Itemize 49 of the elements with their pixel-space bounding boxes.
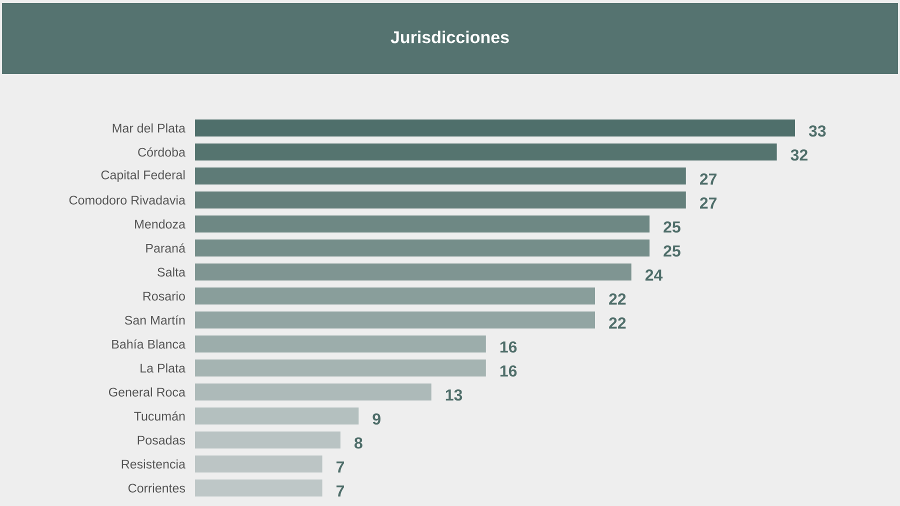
data-label: 25: [664, 221, 680, 233]
y-tick-label: Corrientes: [128, 483, 186, 493]
data-label: 22: [609, 317, 626, 329]
data-label: 32: [790, 149, 808, 161]
bar: [195, 216, 650, 232]
y-tick-label: Paraná: [146, 243, 186, 253]
y-tick-label: Mar del Plata: [112, 123, 186, 133]
y-tick-label: Mendoza: [135, 219, 186, 229]
y-tick-label: Resistencia: [122, 459, 186, 469]
bar: [195, 311, 595, 328]
data-label: 16: [500, 365, 517, 377]
bar: [195, 431, 340, 448]
data-label: 27: [700, 173, 717, 185]
y-tick-label: Bahía Blanca: [112, 339, 186, 349]
chart-title: Jurisdicciones: [390, 30, 509, 44]
y-tick-label: Salta: [158, 267, 186, 277]
y-tick-label: Comodoro Rivadavia: [69, 195, 186, 205]
bar: [195, 407, 359, 424]
y-tick-label: San Martín: [124, 315, 185, 325]
data-label: 7: [336, 485, 344, 496]
data-label: 25: [664, 245, 680, 257]
bar: [195, 479, 322, 496]
data-label: 16: [500, 341, 517, 353]
data-label: 22: [609, 293, 626, 305]
bar: [195, 359, 486, 376]
bar: [195, 119, 795, 136]
data-label: 9: [372, 413, 380, 425]
y-tick-label: General Roca: [108, 387, 186, 397]
bar: [195, 239, 650, 256]
bar: [195, 143, 777, 160]
y-tick-label: Rosario: [143, 291, 185, 301]
data-label: 27: [700, 197, 717, 209]
bar: [195, 191, 686, 208]
y-tick-label: Capital Federal: [101, 170, 185, 182]
data-label: 7: [336, 461, 344, 472]
y-tick-label: Posadas: [138, 435, 186, 445]
bar: [195, 383, 432, 400]
data-label: 13: [446, 389, 462, 401]
y-tick-label: Tucumán: [134, 411, 185, 421]
bar: [195, 455, 322, 472]
data-label: 24: [645, 269, 663, 281]
y-tick-label: La Plata: [140, 363, 186, 373]
bar: [195, 167, 686, 184]
bar: [195, 335, 486, 352]
y-tick-label: Córdoba: [138, 147, 186, 157]
bar: [195, 287, 595, 304]
data-label: 8: [354, 437, 362, 449]
data-label: 33: [808, 125, 826, 137]
bar: [195, 263, 632, 280]
